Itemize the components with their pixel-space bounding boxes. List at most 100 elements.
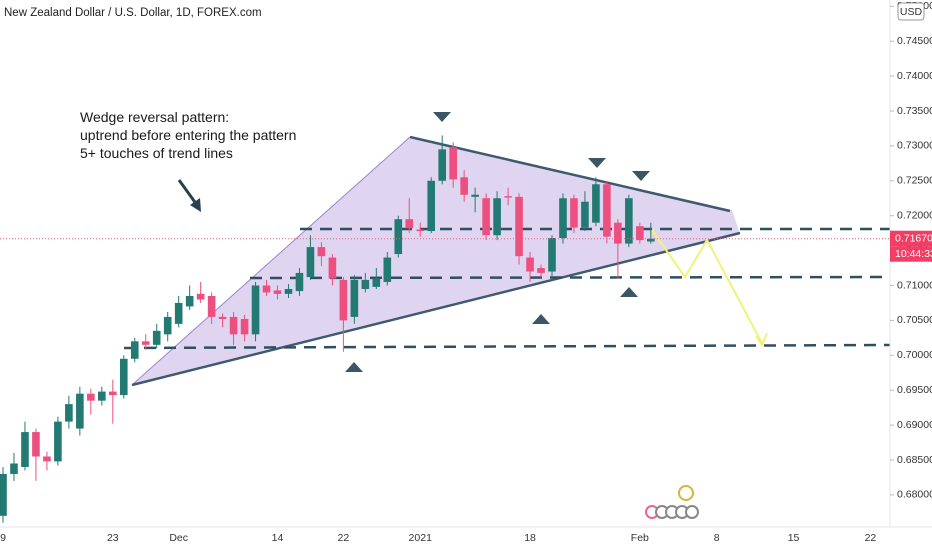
candle-body: [405, 219, 414, 229]
candle-body: [152, 330, 161, 345]
candle-body: [284, 288, 293, 294]
touch-marker: [345, 362, 363, 372]
candle-body: [537, 268, 545, 273]
touch-marker: [632, 171, 650, 181]
y-tick-label: 0.68000: [897, 489, 932, 501]
candle-body: [295, 272, 304, 292]
lower-trend-line: [131, 231, 741, 387]
candle-body: [526, 257, 534, 272]
candle-body: [350, 279, 359, 317]
countdown: 10:44:33: [895, 248, 932, 260]
candle-body: [251, 285, 260, 335]
candle-body: [449, 147, 457, 180]
candle-body: [647, 238, 655, 242]
candle-body: [493, 198, 501, 236]
x-tick-label: 14: [272, 532, 284, 544]
candle-body: [21, 432, 29, 467]
candle-body: [416, 229, 425, 232]
drawings: [123, 112, 890, 387]
current-price-label: 0.71670: [895, 233, 932, 245]
candle-body: [87, 393, 95, 401]
candle-body: [130, 341, 139, 359]
touch-marker: [588, 158, 606, 168]
x-tick-label: 9: [0, 532, 6, 544]
candle-body: [65, 404, 73, 422]
x-tick-label: 23: [107, 532, 119, 544]
x-tick-label: 22: [865, 532, 877, 544]
projection-head: [755, 332, 768, 348]
projection: [651, 229, 763, 344]
x-tick-label: 8: [714, 532, 720, 544]
candle-body: [240, 318, 249, 335]
arrow-head: [190, 198, 201, 212]
wedge-edge: [131, 136, 411, 386]
currency: USD: [900, 6, 923, 18]
candle-body: [109, 391, 117, 396]
candle-body: [317, 247, 326, 257]
chart-title: New Zealand Dollar / U.S. Dollar, 1D, FO…: [4, 7, 262, 19]
candle-body: [427, 180, 436, 232]
candle-body: [328, 257, 337, 279]
candle-body: [361, 279, 370, 289]
candle-body: [54, 421, 62, 462]
candle-body: [10, 463, 18, 474]
candle-body: [383, 257, 392, 282]
support-line: [249, 275, 890, 280]
candle-body: [471, 194, 479, 197]
candle-body: [504, 196, 512, 198]
y-tick-label: 0.72000: [897, 209, 932, 221]
candle-body: [174, 302, 183, 324]
candle-body: [625, 198, 633, 244]
candle-body: [32, 432, 40, 457]
countdown-box: [890, 246, 932, 262]
x-tick-label: 18: [524, 532, 536, 544]
y-tick-label: 0.69000: [897, 419, 932, 431]
candle-body: [141, 341, 150, 345]
y-tick-label: 0.71000: [897, 279, 932, 291]
candle-body: [43, 456, 51, 462]
event-icon[interactable]: [685, 505, 699, 519]
candle-body: [163, 316, 172, 335]
touch-marker: [532, 314, 550, 324]
current-price-box: [890, 230, 932, 247]
candle-body: [98, 391, 106, 401]
annotation: uptrend before entering the pattern: [80, 127, 296, 143]
candle-body: [229, 316, 238, 335]
candle-body: [306, 247, 315, 278]
candle-body: [185, 295, 194, 307]
x-tick-label: 22: [338, 532, 350, 544]
candle-body: [515, 196, 523, 257]
touch-marker: [433, 112, 451, 122]
y-tick-label: 0.74500: [897, 35, 932, 47]
candle-body: [76, 393, 84, 429]
candle-body: [603, 184, 611, 237]
candle-body: [592, 184, 600, 223]
event-icon[interactable]: [678, 485, 694, 501]
x-tick-label: Dec: [169, 532, 188, 544]
x-tick-label: 2021: [409, 532, 433, 544]
y-tick-label: 0.69500: [897, 384, 932, 396]
touch-marker: [620, 287, 638, 297]
annotation: Wedge reversal pattern:: [80, 109, 229, 125]
candles: [0, 135, 655, 523]
upper-trend-line: [409, 135, 731, 213]
x-tick-label: Feb: [631, 532, 649, 544]
candle-body: [0, 473, 7, 516]
candle-body: [438, 149, 446, 181]
candle-body: [482, 198, 490, 236]
candle-body: [581, 201, 589, 228]
candle-body: [394, 219, 403, 255]
y-tick-label: 0.74000: [897, 70, 932, 82]
candle-body: [460, 177, 468, 195]
arrow: [177, 179, 199, 206]
y-tick-label: 0.68500: [897, 454, 932, 466]
candle-body: [570, 198, 578, 228]
currency-box[interactable]: [897, 2, 925, 21]
candle-body: [218, 316, 227, 319]
x-tick-label: 15: [788, 532, 800, 544]
y-tick-label: 0.70500: [897, 314, 932, 326]
candle-body: [559, 198, 567, 239]
candle-body: [548, 238, 556, 272]
